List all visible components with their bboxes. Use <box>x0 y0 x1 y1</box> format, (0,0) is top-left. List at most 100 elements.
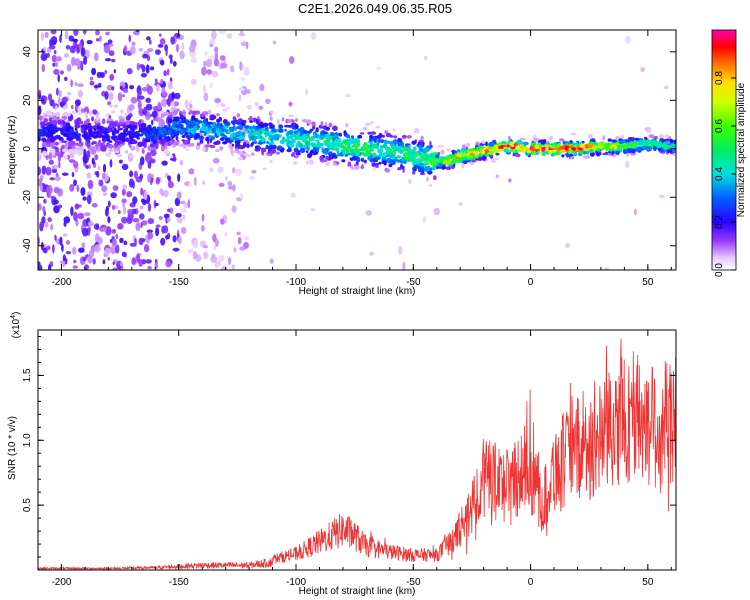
ridge-blob <box>467 155 470 159</box>
noise-blob <box>77 83 84 87</box>
noise-blob <box>82 30 87 35</box>
ridge-blob <box>350 167 356 170</box>
ridge-blob <box>461 148 465 153</box>
noise-blob <box>80 47 86 57</box>
ridge-blob <box>168 130 172 134</box>
noise-blob <box>305 88 309 96</box>
figure-title: C2E1.2026.049.06.35.R05 <box>298 1 452 16</box>
noise-blob <box>237 236 242 245</box>
ridge-blob <box>440 149 445 155</box>
ridge-blob <box>126 124 132 129</box>
ridge-blob <box>182 127 186 133</box>
noise-blob <box>38 264 43 270</box>
ridge-blob <box>649 135 655 139</box>
ridge-blob <box>203 131 207 137</box>
ridge-blob <box>303 139 308 144</box>
ridge-blob <box>264 133 268 138</box>
ridge-blob <box>222 108 228 112</box>
ridge-blob <box>456 152 462 158</box>
noise-blob <box>158 118 165 128</box>
ridge-blob <box>59 120 66 125</box>
noise-blob <box>128 104 135 111</box>
ridge-blob <box>50 125 55 131</box>
ridge-blob <box>452 149 455 155</box>
ridge-blob <box>249 115 253 119</box>
colorbar-label: Normalized spectral amplitude <box>736 82 747 217</box>
ridge-blob <box>337 142 344 145</box>
ridge-blob <box>518 148 522 153</box>
noise-blob <box>40 32 44 41</box>
noise-blob <box>54 234 57 241</box>
noise-blob <box>104 247 111 256</box>
ridge-blob <box>342 146 349 151</box>
ridge-blob <box>61 125 66 131</box>
ridge-blob <box>45 132 50 138</box>
noise-blob <box>65 251 72 255</box>
ridge-blob <box>51 150 56 156</box>
ridge-blob <box>231 132 235 136</box>
noise-blob <box>148 39 152 45</box>
noise-blob <box>146 151 152 161</box>
noise-blob <box>131 41 136 46</box>
noise-blob <box>174 197 181 207</box>
ridge-blob <box>110 135 117 140</box>
ridge-blob <box>521 147 526 152</box>
ridge-blob <box>588 149 594 154</box>
noise-blob <box>239 246 246 251</box>
noise-blob <box>165 260 172 268</box>
ridge-blob <box>519 137 526 141</box>
noise-blob <box>102 163 107 173</box>
noise-blob <box>167 97 172 107</box>
ridge-blob <box>150 143 154 148</box>
ridge-blob <box>429 140 432 147</box>
noise-blob <box>38 106 42 116</box>
noise-blob <box>81 242 86 249</box>
ridge-blob <box>286 136 290 140</box>
ridge-blob <box>233 137 240 141</box>
ridge-blob <box>330 131 334 137</box>
ridge-blob <box>59 137 64 141</box>
ridge-blob <box>329 151 333 156</box>
ridge-blob <box>125 137 130 143</box>
noise-blob <box>145 234 149 243</box>
noise-blob <box>64 30 69 40</box>
noise-blob <box>164 44 169 52</box>
ridge-blob <box>407 151 411 157</box>
ridge-blob <box>333 147 340 152</box>
noise-blob <box>163 190 169 198</box>
noise-blob <box>140 187 144 196</box>
ridge-blob <box>490 158 497 163</box>
ridge-blob <box>220 103 226 108</box>
snr-xtick-label: 0 <box>528 577 534 588</box>
noise-blob <box>147 231 154 240</box>
noise-blob <box>59 34 62 43</box>
noise-blob <box>177 235 182 245</box>
noise-blob <box>39 221 45 230</box>
noise-blob <box>83 55 88 65</box>
noise-blob <box>288 56 295 64</box>
ridge-blob <box>356 148 361 152</box>
ridge-blob <box>62 148 68 153</box>
ridge-blob <box>169 141 174 145</box>
ridge-blob <box>270 128 277 133</box>
noise-blob <box>217 166 224 173</box>
ridge-blob <box>533 137 540 143</box>
ridge-blob <box>44 126 51 131</box>
noise-blob <box>42 165 47 174</box>
noise-blob <box>92 258 96 265</box>
noise-blob <box>56 87 59 96</box>
ridge-blob <box>86 139 91 144</box>
ridge-blob <box>381 160 387 165</box>
ridge-blob <box>264 122 269 127</box>
ridge-blob <box>669 138 674 144</box>
ridge-blob <box>403 160 407 164</box>
noise-blob <box>151 110 159 118</box>
ridge-blob <box>615 149 622 152</box>
noise-blob <box>212 233 217 243</box>
ridge-blob <box>51 142 56 148</box>
ridge-blob <box>211 127 216 133</box>
ridge-blob <box>83 120 90 125</box>
ridge-blob <box>170 154 174 159</box>
ridge-blob <box>494 148 500 153</box>
noise-blob <box>145 103 153 111</box>
